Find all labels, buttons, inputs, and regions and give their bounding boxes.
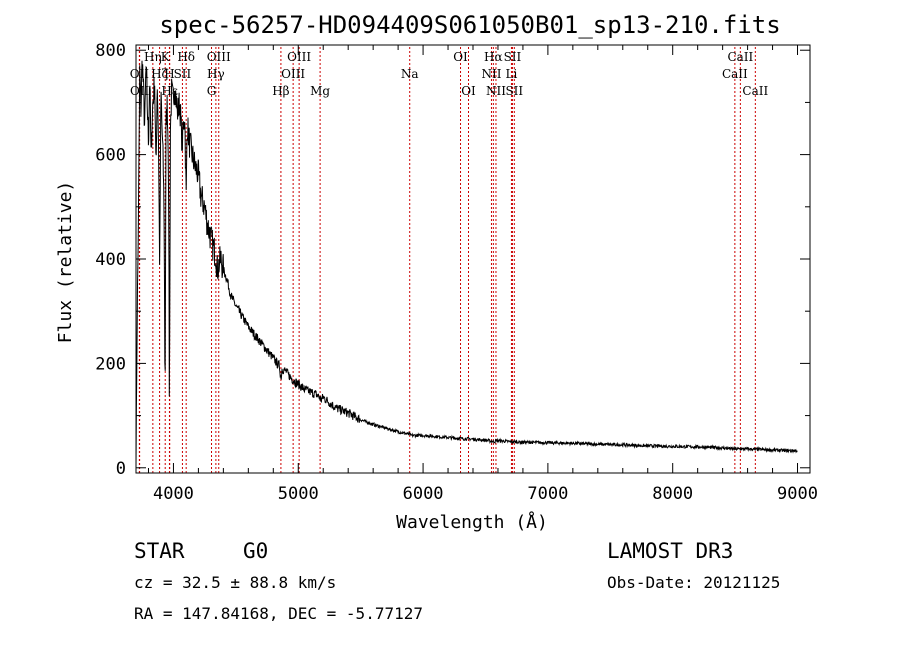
x-tick-label: 7000 — [527, 484, 568, 504]
y-tick-label: 600 — [95, 146, 126, 166]
emission-line-label: Hα — [484, 50, 503, 64]
emission-line-label: SII — [504, 50, 522, 64]
x-axis-label: Wavelength (Å) — [396, 511, 548, 533]
y-axis-ticks: 0 200 400 600 800 — [95, 41, 810, 479]
x-tick-label: 8000 — [652, 484, 693, 504]
emission-line-label: OI — [453, 50, 468, 64]
emission-line-label: SII — [505, 84, 523, 98]
x-axis-ticks: 4000 5000 6000 7000 8000 9000 — [147, 45, 818, 504]
emission-line-label: Hβ — [272, 84, 289, 98]
emission-line-label: NII — [481, 67, 501, 81]
emission-line-label: OIII — [281, 67, 305, 81]
emission-line-label: OIII — [207, 50, 231, 64]
emission-line-label: OIII — [287, 50, 311, 64]
x-tick-label: 5000 — [278, 484, 319, 504]
redshift-text: cz = 32.5 ± 88.8 km/s — [134, 573, 336, 592]
object-class: STAR — [134, 539, 185, 563]
object-subclass: G0 — [243, 539, 268, 563]
emission-line-label: Hγ — [207, 67, 225, 81]
emission-line-label: CaII — [722, 67, 748, 81]
emission-line-label: K — [161, 50, 171, 64]
emission-line-label: NII — [486, 84, 506, 98]
emission-line-label: CaII — [742, 84, 768, 98]
y-axis-label: Flux (relative) — [55, 181, 76, 344]
y-tick-label: 400 — [95, 250, 126, 270]
emission-line-label: Na — [401, 67, 419, 81]
y-tick-label: 0 — [116, 459, 126, 479]
emission-line-label: Mg — [310, 84, 330, 98]
emission-line-label: Hζ — [151, 67, 168, 81]
emission-line-label: Hη — [144, 50, 162, 64]
y-tick-label: 200 — [95, 354, 126, 374]
spectrum-line — [135, 60, 798, 468]
emission-line-label: G — [207, 84, 217, 98]
emission-line-label: H — [164, 67, 174, 81]
y-tick-label: 800 — [95, 41, 126, 61]
emission-line-label: OI — [461, 84, 476, 98]
ra-dec-text: RA = 147.84168, DEC = -5.77127 — [134, 604, 423, 623]
x-tick-label: 9000 — [777, 484, 818, 504]
emission-line-label: Li — [506, 67, 518, 81]
x-tick-label: 4000 — [153, 484, 194, 504]
chart-title: spec-56257-HD094409S061050B01_sp13-210.f… — [159, 11, 780, 39]
emission-line-label: SII — [174, 67, 192, 81]
emission-line-label: CaII — [727, 50, 753, 64]
emission-line-label: Hδ — [177, 50, 195, 64]
emission-line-markers — [138, 47, 756, 473]
survey-name: LAMOST DR3 — [607, 539, 733, 563]
obs-date: Obs-Date: 20121125 — [607, 573, 780, 592]
plot-frame — [135, 44, 811, 474]
x-tick-label: 6000 — [403, 484, 444, 504]
